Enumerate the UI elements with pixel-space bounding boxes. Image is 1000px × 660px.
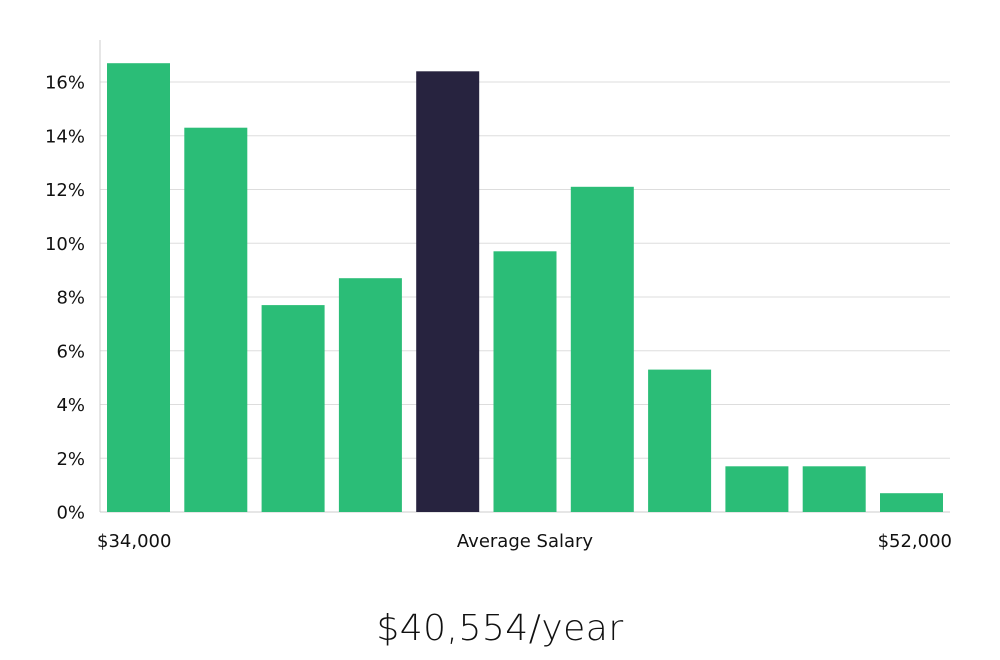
x-label-max: $52,000 [878, 531, 952, 552]
bar-average [416, 71, 480, 513]
bars [107, 63, 943, 513]
bar [493, 251, 557, 513]
bar [107, 63, 170, 512]
bar [570, 186, 634, 513]
bar [802, 466, 866, 512]
bar [648, 369, 712, 512]
bar [880, 493, 943, 512]
x-label-average: Average Salary [457, 531, 594, 552]
y-axis-ticks: 0% 2% 4% 6% 8% 10% 12% 14% 16% [45, 73, 85, 524]
salary-histogram-chart: 0% 2% 4% 6% 8% 10% 12% 14% 16% $34,000 Average S… [45, 40, 952, 552]
x-label-min: $34,000 [97, 531, 171, 552]
bar [725, 466, 789, 512]
y-tick-label: 16% [45, 73, 85, 94]
y-tick-label: 0% [56, 503, 85, 524]
y-tick-label: 12% [45, 180, 85, 201]
y-tick-label: 14% [45, 126, 85, 147]
y-tick-label: 10% [45, 234, 85, 255]
y-tick-label: 6% [56, 341, 85, 362]
y-tick-label: 2% [56, 449, 85, 470]
y-tick-label: 4% [56, 395, 85, 416]
y-tick-label: 8% [56, 288, 85, 309]
bar [261, 305, 325, 512]
average-salary-value: $40,554/year [376, 608, 624, 649]
bar [338, 278, 402, 512]
bar [184, 127, 248, 512]
